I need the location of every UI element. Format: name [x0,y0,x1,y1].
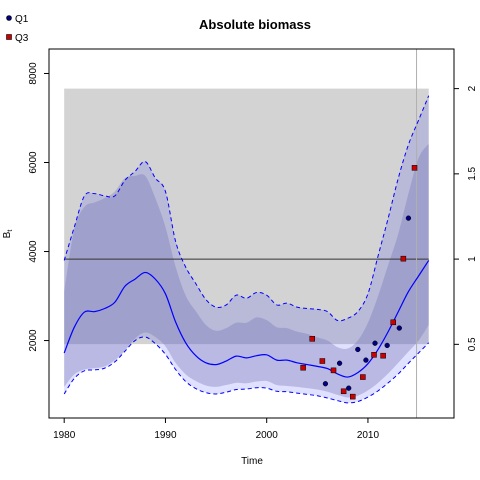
legend: Q1 Q3 [6,14,29,44]
q1-point [336,360,343,366]
y-tick-label: 8000 [28,62,39,85]
y-tick-label: 6000 [28,151,39,174]
x-axis-label: Time [241,456,263,467]
q3-point [371,352,377,358]
x-tick-label: 2010 [357,430,380,441]
q3-point [319,358,326,364]
q1-point [355,346,361,353]
q1-point [396,325,402,331]
y2-tick-label: 0.5 [467,337,478,351]
legend-q3-marker [6,34,12,40]
q3-point [309,336,315,342]
y2-tick-label: 1.5 [467,166,478,180]
y-axis-label: Bt [2,230,14,239]
y-tick-label: 4000 [28,240,39,263]
y-tick-label: 2000 [28,329,39,352]
q3-point [390,319,396,326]
x-tick-label: 2000 [256,430,279,441]
x-tick-label: 1990 [154,430,177,441]
outer-ci-area [64,95,429,403]
legend-q1-label: Q1 [15,14,29,25]
q3-point [350,393,356,400]
inner-ci-area [64,143,429,398]
q3-point [340,388,347,395]
reference-band [64,88,429,345]
q3-point [330,367,337,374]
q1-point [372,340,378,346]
q3-point [400,255,407,262]
q3-point [300,364,306,371]
y-axis-label-group: Bt [2,230,14,239]
q1-point [405,215,412,221]
legend-q3-label: Q3 [15,33,29,44]
q1-point [346,385,352,391]
plot-group: 1980 1990 2000 2010 2000 4000 6000 8000 0.5 1 1.5 2 [28,48,478,441]
y2-tick-label: 1 [467,256,478,262]
q1-point [322,381,329,387]
q3-point [360,374,366,380]
legend-q1-marker [6,15,12,21]
chart-title: Absolute biomass [199,17,311,32]
y2-tick-label: 2 [467,85,478,91]
plot-frame [48,48,455,419]
q3-point [380,352,386,359]
q1-point [363,357,369,363]
q3-point [411,165,418,171]
lower-ci-line [63,336,430,404]
median-line [63,260,430,378]
q1-point [384,342,390,349]
x-tick-label: 1980 [53,430,76,441]
